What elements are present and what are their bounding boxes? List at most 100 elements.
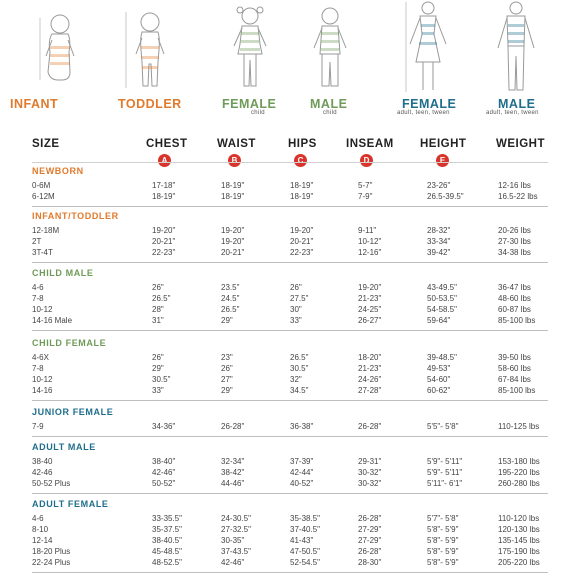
cell-size: 50-52 Plus xyxy=(32,479,71,488)
cell-weight: 110-120 lbs xyxy=(498,514,540,523)
fig-label-infant: INFANT xyxy=(10,97,59,111)
cell-weight: 120-130 lbs xyxy=(498,525,540,534)
cell-height: 33-34" xyxy=(427,237,451,246)
group-divider xyxy=(32,436,548,437)
cell-hips: 22-23" xyxy=(290,248,314,257)
header-divider xyxy=(32,162,548,163)
cell-height: 5'9"- 5'11" xyxy=(427,468,463,477)
cell-inseam: 5-7" xyxy=(358,181,373,190)
cell-waist: 27" xyxy=(221,375,233,384)
cell-hips: 18-19" xyxy=(290,181,314,190)
group-title: ADULT MALE xyxy=(32,442,96,452)
cell-height: 5'5"- 5'8" xyxy=(427,422,459,431)
group-divider xyxy=(32,330,548,331)
cell-size: 6-12M xyxy=(32,192,55,201)
cell-weight: 85-100 lbs xyxy=(498,316,536,325)
cell-inseam: 24-26" xyxy=(358,375,382,384)
col-weight: WEIGHT xyxy=(496,138,545,150)
badge-waist: B xyxy=(228,154,241,167)
cell-hips: 36-38" xyxy=(290,422,314,431)
cell-size: 12-14 xyxy=(32,536,53,545)
adult-male-icon xyxy=(497,1,535,91)
cell-hips: 26.5" xyxy=(290,353,309,362)
table-row: 10-12 28" 26.5" 30" 24-25" 54-58.5" 60-87 lbs xyxy=(32,305,548,316)
col-waist: WAIST xyxy=(217,138,256,150)
cell-weight: 60-87 lbs xyxy=(498,305,531,314)
cell-waist: 24.5" xyxy=(221,294,240,303)
cell-height: 5'8"- 5'9" xyxy=(427,558,459,567)
cell-height: 26.5-39.5" xyxy=(427,192,464,201)
fig-sub-child-female: child xyxy=(251,110,265,116)
fig-sub-adult-male: adult, teen, tween xyxy=(486,110,539,116)
group-divider xyxy=(32,572,548,573)
cell-weight: 260-280 lbs xyxy=(498,479,540,488)
table-row: 38-40 38-40" 32-34" 37-39" 29-31" 5'9"- 5'11"… xyxy=(32,457,548,468)
child-female-figure xyxy=(220,0,280,94)
cell-height: 43-49.5" xyxy=(427,283,457,292)
cell-hips: 52-54.5" xyxy=(290,558,320,567)
cell-weight: 85-100 lbs xyxy=(498,386,536,395)
cell-inseam: 21-23" xyxy=(358,294,382,303)
toddler-figure xyxy=(118,0,178,94)
cell-hips: 30.5" xyxy=(290,364,309,373)
cell-height: 5'7"- 5'8" xyxy=(427,514,459,523)
cell-chest: 20-21" xyxy=(152,237,176,246)
cell-inseam: 24-25" xyxy=(358,305,382,314)
cell-height: 49-53" xyxy=(427,364,451,373)
cell-inseam: 26-28" xyxy=(358,547,382,556)
cell-chest: 29" xyxy=(152,364,164,373)
cell-size: 4-6 xyxy=(32,514,44,523)
cell-weight: 153-180 lbs xyxy=(498,457,540,466)
cell-size: 38-40 xyxy=(32,457,53,466)
cell-inseam: 26-27" xyxy=(358,316,382,325)
cell-hips: 32" xyxy=(290,375,302,384)
cell-size: 10-12 xyxy=(32,305,53,314)
cell-size: 22-24 Plus xyxy=(32,558,71,567)
cell-inseam: 10-12" xyxy=(358,237,382,246)
cell-chest: 26" xyxy=(152,353,164,362)
cell-chest: 34-36" xyxy=(152,422,176,431)
cell-height: 59-64" xyxy=(427,316,451,325)
col-chest: CHEST xyxy=(146,138,188,150)
cell-inseam: 18-20" xyxy=(358,353,382,362)
cell-weight: 12-16 lbs xyxy=(498,181,531,190)
group-title: ADULT FEMALE xyxy=(32,499,109,509)
table-row: 7-9 34-36" 26-28" 36-38" 26-28" 5'5"- 5'8" 110… xyxy=(32,422,548,433)
cell-hips: 40-52" xyxy=(290,479,314,488)
table-row: 7-8 29" 26" 30.5" 21-23" 49-53" 58-60 lbs xyxy=(32,364,548,375)
col-size: SIZE xyxy=(32,138,60,150)
cell-inseam: 19-20" xyxy=(358,283,382,292)
cell-waist: 24-30.5" xyxy=(221,514,251,523)
group-title: CHILD MALE xyxy=(32,268,94,278)
cell-size: 14-16 xyxy=(32,386,53,395)
cell-waist: 32-34" xyxy=(221,457,245,466)
cell-size: 2T xyxy=(32,237,42,246)
cell-chest: 35-37.5" xyxy=(152,525,182,534)
cell-waist: 20-21" xyxy=(221,248,245,257)
cell-weight: 195-220 lbs xyxy=(498,468,540,477)
col-height: HEIGHT xyxy=(420,138,467,150)
cell-chest: 48-52.5" xyxy=(152,558,182,567)
cell-chest: 22-23" xyxy=(152,248,176,257)
cell-weight: 205-220 lbs xyxy=(498,558,540,567)
cell-waist: 18-19" xyxy=(221,181,245,190)
cell-chest: 45-48.5" xyxy=(152,547,182,556)
badge-height: E xyxy=(436,154,449,167)
table-row: 42-46 42-46" 38-42" 42-44" 30-32" 5'9"- 5'11"… xyxy=(32,468,548,479)
cell-hips: 27.5" xyxy=(290,294,309,303)
cell-chest: 31" xyxy=(152,316,164,325)
size-figures: INFANT TODDLER FEMALE child MALE child F… xyxy=(0,0,580,118)
cell-height: 5'8"- 5'9" xyxy=(427,525,459,534)
cell-waist: 30-35" xyxy=(221,536,245,545)
table-row: 2T 20-21" 19-20" 20-21" 10-12" 33-34" 27-30 lb… xyxy=(32,237,548,248)
cell-chest: 28" xyxy=(152,305,164,314)
table-row: 50-52 Plus 50-52" 44-46" 40-52" 30-32" 5'11"-… xyxy=(32,479,548,490)
cell-weight: 67-84 lbs xyxy=(498,375,531,384)
cell-inseam: 26-28" xyxy=(358,514,382,523)
adult-female-figure xyxy=(398,0,458,94)
col-hips: HIPS xyxy=(288,138,317,150)
cell-inseam: 9-11" xyxy=(358,226,377,235)
group-divider xyxy=(32,400,548,401)
table-row: 4-6 33-35.5" 24-30.5" 35-38.5" 26-28" 5'7"- 5… xyxy=(32,514,548,525)
cell-waist: 26.5" xyxy=(221,305,240,314)
